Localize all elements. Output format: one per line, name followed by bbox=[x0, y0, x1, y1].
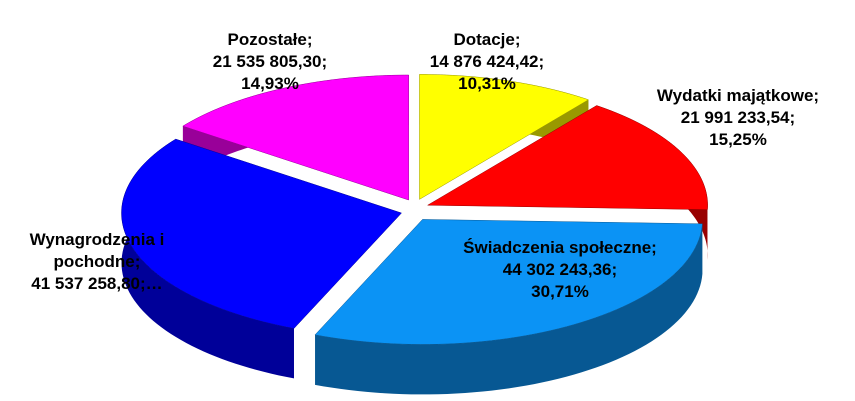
label-line: Świadczenia społeczne; bbox=[463, 238, 657, 257]
slice bbox=[419, 74, 590, 200]
slice bbox=[314, 219, 703, 345]
data-label: Pozostałe; 21 535 805,30; 14,93% bbox=[170, 29, 370, 95]
label-line: Dotacje; bbox=[453, 30, 521, 49]
label-line: 21 991 233,54; bbox=[680, 108, 796, 127]
label-line: 30,71% bbox=[531, 282, 589, 301]
pie-tops bbox=[121, 74, 708, 345]
label-line: 10,31% bbox=[458, 74, 516, 93]
label-line: 15,25% bbox=[709, 130, 767, 149]
slice bbox=[182, 74, 409, 201]
label-line: Wydatki majątkowe; bbox=[656, 86, 820, 105]
label-line: 41 537 258,80;… bbox=[31, 274, 163, 293]
label-line: 14 876 424,42; bbox=[429, 52, 545, 71]
label-line: 21 535 805,30; bbox=[212, 52, 328, 71]
label-line: 14,93% bbox=[241, 74, 299, 93]
slice bbox=[121, 138, 402, 329]
label-line: Pozostałe; bbox=[227, 30, 313, 49]
label-line: Wynagrodzenia i pochodne; bbox=[29, 230, 165, 271]
slice bbox=[426, 105, 708, 210]
label-line: 44 302 243,36; bbox=[502, 260, 618, 279]
slice-side bbox=[315, 223, 703, 395]
data-label: Świadczenia społeczne; 44 302 243,36; 30,7… bbox=[430, 237, 690, 303]
data-label: Wydatki majątkowe; 21 991 233,54; 15,25% bbox=[618, 85, 855, 151]
data-label: Dotacje; 14 876 424,42; 10,31% bbox=[387, 29, 587, 95]
data-label: Wynagrodzenia i pochodne; 41 537 258,80;… bbox=[2, 229, 192, 295]
